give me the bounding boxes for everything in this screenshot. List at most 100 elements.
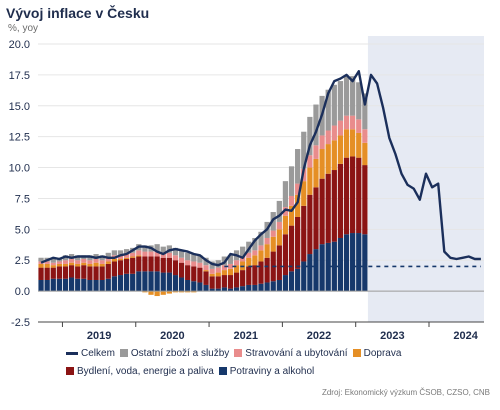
bar-food (87, 279, 93, 292)
bar-transport (130, 256, 136, 258)
y-unit-label: %, yoy (8, 23, 39, 34)
x-tick-label: 2022 (307, 330, 331, 340)
bar-transport (203, 270, 209, 272)
bar-housing (325, 173, 331, 243)
bar-food (307, 254, 313, 292)
bar-hospitality (233, 260, 240, 266)
bar-housing (246, 266, 252, 285)
bar-hospitality (117, 255, 124, 259)
bar-food (75, 278, 81, 292)
bar-housing (142, 256, 148, 272)
bar-hospitality (288, 195, 295, 206)
bar-housing (313, 187, 319, 250)
bar-food (178, 277, 185, 292)
bar-transport (282, 215, 289, 235)
bar-transport (233, 265, 240, 273)
bar-housing (203, 271, 209, 285)
bar-hospitality (319, 135, 325, 150)
bar-hospitality (105, 257, 111, 262)
bar-food (215, 288, 221, 292)
bar-housing (288, 225, 295, 272)
x-axis: 2019 2020 2021 2022 2023 2024 (38, 321, 484, 340)
bar-other (295, 149, 301, 184)
bar-hospitality (148, 251, 154, 257)
bar-hospitality (68, 258, 75, 263)
bar-food (264, 282, 270, 292)
bar-transport (123, 257, 130, 259)
bar-food (343, 234, 350, 292)
chart-title: Vývoj inflace v Česku (6, 5, 150, 21)
bar-food (209, 288, 215, 292)
bar-transport (111, 258, 117, 262)
bar-housing (105, 263, 111, 279)
bar-food (221, 287, 227, 292)
bar-hospitality (99, 260, 105, 264)
bar-housing (38, 267, 44, 280)
bar-housing (93, 266, 99, 280)
bar-food (172, 275, 179, 292)
bar-other (154, 244, 160, 252)
bar-food (282, 275, 289, 292)
bar-hospitality (270, 230, 276, 237)
bar-hospitality (142, 251, 148, 257)
bar-food (258, 283, 264, 292)
bar-housing (62, 266, 69, 279)
bar-transport (68, 262, 75, 266)
x-tick-label: 2021 (233, 330, 257, 340)
bar-food (270, 281, 276, 292)
bar-other (93, 254, 99, 259)
bar-hospitality (203, 265, 209, 271)
bar-food (350, 233, 356, 292)
inflation-chart: -2.5 0.0 2.5 5.0 7.5 10.0 12.5 15.0 17.5 20.0 201… (9, 36, 484, 340)
bar-hospitality (246, 252, 252, 258)
bar-housing (221, 275, 227, 288)
bar-food (117, 275, 124, 292)
bar-hospitality (93, 258, 99, 263)
bar-hospitality (337, 120, 344, 136)
y-tick-label: 12.5 (9, 132, 30, 144)
bar-hospitality (325, 130, 331, 145)
y-tick-label: 17.5 (9, 70, 30, 82)
bar-other (301, 131, 307, 169)
bar-hospitality (81, 258, 87, 263)
bar-hospitality (62, 260, 69, 264)
bar-food (68, 277, 75, 292)
bar-hospitality (166, 252, 172, 258)
bar-housing (356, 157, 362, 234)
bar-housing (295, 216, 301, 269)
series-line-total (40, 69, 481, 267)
bar-food (142, 271, 148, 292)
y-tick-label: 5.0 (15, 224, 30, 236)
bar-food (50, 278, 56, 292)
bar-food (105, 278, 111, 292)
bar-other (343, 76, 350, 116)
bar-housing (50, 267, 56, 279)
bar-food (148, 271, 154, 292)
legend-swatch-housing (66, 367, 74, 375)
bar-transport (93, 262, 99, 267)
bar-hospitality (258, 245, 264, 251)
legend-label-food: Potraviny a alkohol (229, 365, 315, 377)
bar-transport (313, 158, 319, 188)
bar-housing (75, 266, 81, 279)
bar-transport (136, 255, 142, 257)
bar-other (185, 252, 191, 261)
bar-food (227, 288, 234, 292)
bar-hospitality (356, 119, 362, 133)
bar-housing (343, 157, 350, 235)
bar-other (68, 254, 75, 259)
bar-transport (117, 258, 124, 261)
bar-hospitality (276, 221, 282, 230)
bar-other (197, 255, 203, 263)
bar-other (252, 237, 258, 251)
bar-food (240, 286, 246, 292)
bar-other (191, 254, 197, 262)
bar-other (142, 245, 148, 252)
bar-food (93, 279, 99, 292)
bar-food (197, 282, 203, 292)
y-tick-label: 15.0 (9, 101, 30, 113)
bar-housing (209, 276, 215, 289)
bar-housing (117, 260, 124, 276)
bar-housing (227, 275, 234, 289)
bar-other (50, 258, 56, 263)
